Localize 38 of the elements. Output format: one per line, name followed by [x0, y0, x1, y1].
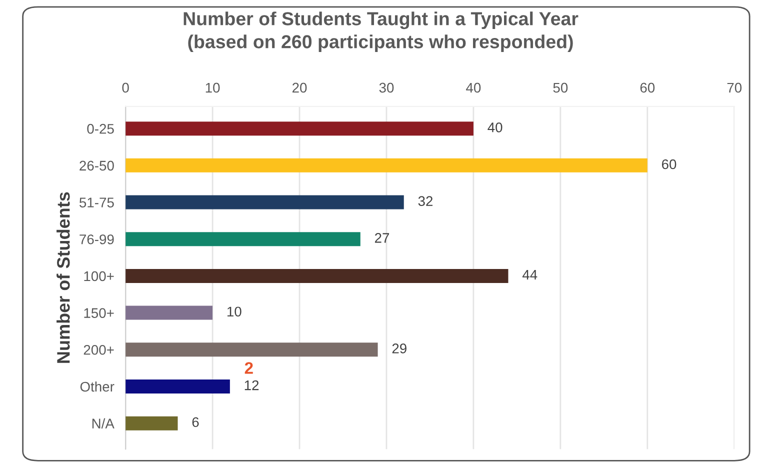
bar — [126, 379, 230, 394]
x-tick-label: 70 — [727, 82, 742, 93]
data-label: 32 — [418, 196, 433, 206]
y-tick-label: 51-75 — [79, 198, 114, 208]
bar — [126, 268, 508, 283]
bar — [126, 158, 648, 172]
bar — [126, 416, 178, 430]
bar — [126, 122, 474, 136]
bar — [126, 232, 360, 246]
x-tick-label: 10 — [206, 82, 220, 93]
x-tick-label: 40 — [466, 82, 481, 93]
y-axis-title: Number of Students — [56, 192, 70, 363]
chart-title: Number of Students Taught in a Typical Year (based on 260 participants who responded) — [184, 12, 578, 52]
bar — [126, 306, 213, 320]
data-label: 60 — [662, 159, 676, 170]
bar — [126, 342, 378, 357]
data-label: 12 — [244, 380, 259, 390]
x-tick-label: 0 — [122, 82, 129, 93]
y-tick-label: 26-50 — [80, 160, 114, 171]
data-label: 40 — [488, 122, 502, 132]
y-tick-label: 0-25 — [87, 124, 114, 134]
x-tick-label: 60 — [640, 82, 655, 93]
y-tick-label: 76-99 — [80, 234, 114, 244]
bar — [126, 195, 404, 210]
x-tick-label: 50 — [553, 82, 568, 93]
data-label: 27 — [374, 233, 390, 243]
x-tick-label: 30 — [379, 82, 394, 93]
data-label: 10 — [227, 306, 242, 317]
data-label: 29 — [392, 344, 406, 354]
y-tick-label: 200+ — [84, 344, 114, 355]
data-label: 6 — [192, 417, 199, 428]
y-tick-label: N/A — [92, 418, 114, 428]
y-tick-label: Other — [80, 381, 114, 392]
y-tick-label: 100+ — [84, 271, 114, 282]
y-tick-label: 150+ — [84, 308, 114, 318]
data-label: 44 — [522, 270, 538, 280]
annotation: 2 — [244, 362, 253, 374]
x-tick-label: 20 — [292, 82, 307, 93]
